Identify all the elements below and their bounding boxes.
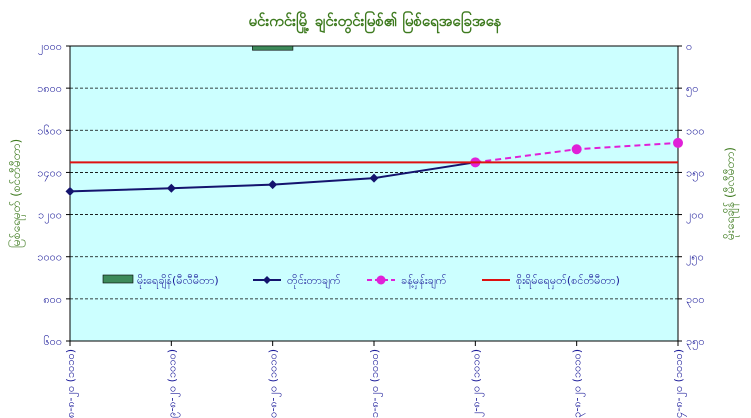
y-tick-label: ၁၀၀၀ [37, 251, 62, 264]
forecast-point [673, 137, 683, 148]
x-tick-label: ၂၁-၈-၂၀ (၁၀၁၀) [368, 349, 383, 418]
y-tick-label: ၆၀၀ [43, 335, 62, 348]
observed-point [65, 186, 75, 196]
legend-label: စိုးရိမ်ရေမှတ်(စင်တီမီတာ) [516, 274, 620, 289]
observed-point [369, 173, 379, 183]
x-tick-label: ၂၀-၈-၂၀ (၁၀၁၀) [267, 349, 282, 418]
y-tick-label: ၁၈၀၀ [37, 82, 62, 95]
x-tick-label: ၁၈-၈-၂၀ (၁၀၁၀) [64, 349, 79, 418]
y2-tick-label: ၀ [686, 40, 692, 53]
plot-area [69, 45, 679, 342]
legend: မိုးရေချိန်(မီလီမီတာ) တိုင်းတာချက် ခန့်မှန… [102, 274, 620, 289]
x-axis-ticks: ၁၈-၈-၂၀ (၁၀၁၀) ၁၉-၈-၂၀ (၁၀၁၀) ၂၀-၈-၂၀ (၁၀၁… [64, 341, 687, 418]
y-tick-label: ၁၂၀၀ [38, 209, 62, 224]
forecast-point [571, 144, 582, 155]
y-tick-label: ၈၀၀ [43, 293, 62, 306]
y2-tick-label: ၃၅၀ [686, 335, 705, 350]
y2-tick-label: ၂၀၀ [686, 209, 704, 224]
legend-marker [376, 275, 386, 285]
y2-tick-label: ၂၅၀ [686, 251, 704, 266]
legend-swatch-rainfall [102, 274, 134, 284]
legend-label: တိုင်းတာချက် [287, 274, 341, 289]
legend-label: ခန့်မှန်းချက် [401, 274, 447, 289]
y-tick-label: ၁၆၀၀ [37, 124, 62, 137]
rainfall-bar [252, 45, 294, 51]
y2-tick-label: ၁၀၀ [686, 124, 705, 137]
y-tick-label: ၁၄၀၀ [37, 166, 62, 181]
observed-point [166, 183, 176, 193]
plot-background [69, 45, 679, 342]
legend-label: မိုးရေချိန်(မီလီမီတာ) [137, 274, 219, 289]
y-axis-ticks: ၆၀၀ ၈၀၀ ၁၀၀၀ ၁၂၀၀ ၁၄၀၀ ၁၆၀၀ ၁၈၀၀ ၂၀၀၀ [37, 40, 70, 348]
y2-tick-label: ၃၀၀ [686, 293, 705, 308]
x-tick-label: ၁၉-၈-၂၀ (၁၀၁၀) [165, 349, 180, 418]
legend-marker [263, 276, 271, 284]
x-tick-label: ၂၄-၈-၂၀ (၁၀၁၀) [672, 349, 687, 418]
y-axis-title: မြစ်ရေမှတ် (စင်တီမီတာ) [7, 139, 26, 248]
y2-tick-label: ၅၀ [686, 82, 698, 97]
x-tick-label: ၂၃-၈-၂၀ (၁၀၁၀) [571, 349, 586, 418]
y2-tick-label: ၁၅၀ [686, 166, 705, 181]
y-tick-label: ၂၀၀၀ [38, 40, 62, 55]
series-layer [65, 45, 683, 196]
observed-point [268, 180, 278, 190]
y2-axis-title: မိုးရေချိန် (မီလီမီတာ) [722, 147, 740, 240]
x-tick-label: ၂၂-၈-၂၀ (၁၀၁၀) [469, 349, 484, 418]
